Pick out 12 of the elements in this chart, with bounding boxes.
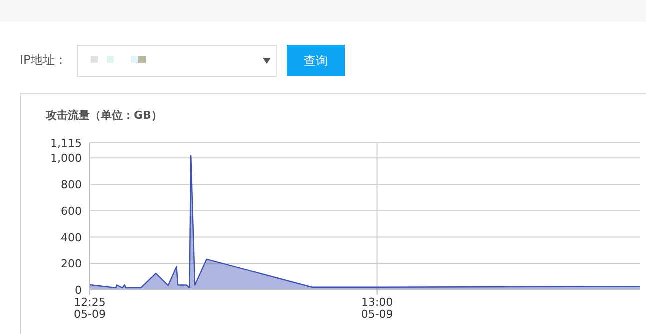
text: 查询 [304,54,328,68]
x-tick-label: 12:25 05-09 [74,296,106,321]
y-tick-label: 400 [61,231,82,244]
y-tick-label: 600 [61,204,82,218]
chart-title: 攻击流量（单位：GB） [45,109,162,122]
y-tick-label: 1,000 [50,152,82,166]
y-tick-label: 0 [75,284,82,297]
y-tick-label: 1,115 [50,137,82,150]
y-tick-label: 200 [61,258,82,271]
text: IP地址： [20,53,67,67]
x-tick-label: 13:00 05-09 [361,296,394,321]
y-tick-label: 800 [61,178,82,192]
